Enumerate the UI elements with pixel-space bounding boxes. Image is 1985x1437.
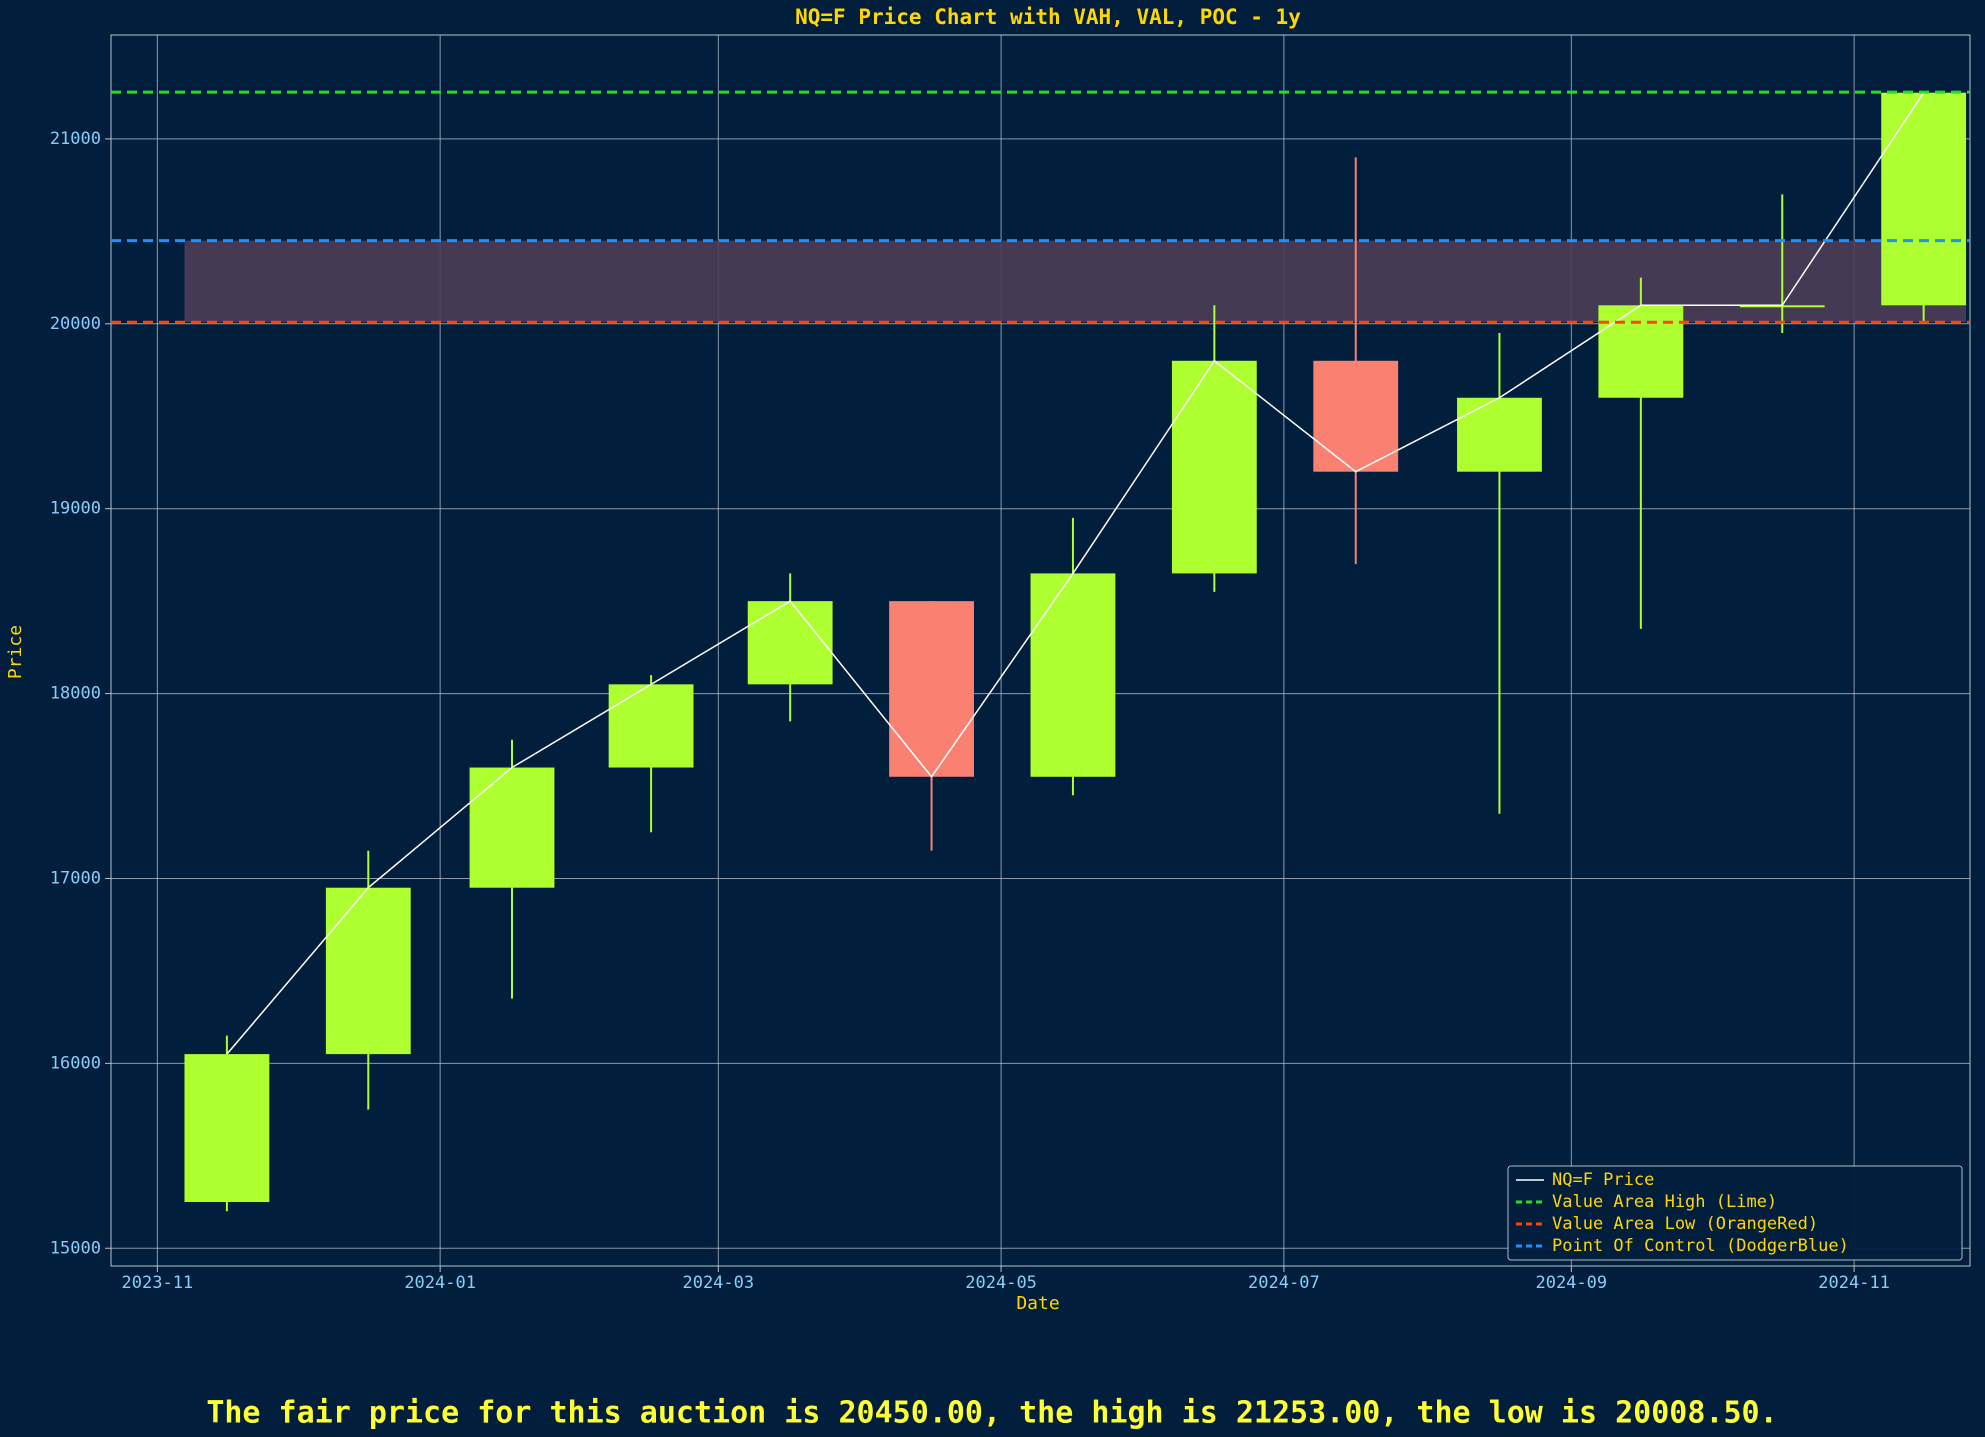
y-tick-label: 18000 [50, 684, 101, 704]
x-axis-label: Date [1016, 1293, 1059, 1314]
x-tick-label: 2024-05 [965, 1273, 1037, 1293]
plot-frame [110, 34, 1971, 1267]
candle-body [325, 887, 411, 1055]
legend-label: NQ=F Price [1552, 1170, 1654, 1190]
candle-body [1739, 305, 1825, 308]
candle-body [1313, 360, 1399, 472]
legend-box [1507, 1165, 1963, 1261]
price-line [226, 92, 1925, 1055]
chart-title: NQ=F Price Chart with VAH, VAL, POC - 1y [795, 5, 1301, 29]
y-tick-label: 20000 [50, 314, 101, 334]
x-tick-label: 2024-03 [682, 1273, 754, 1293]
x-tick-label: 2024-11 [1818, 1273, 1890, 1293]
candle-body [1171, 360, 1257, 574]
candle-body [469, 767, 555, 888]
x-tick-label: 2024-07 [1248, 1273, 1320, 1293]
candle-body [184, 1054, 270, 1203]
y-tick-label: 19000 [50, 499, 101, 519]
candle-body [1030, 573, 1116, 777]
x-tick-label: 2024-09 [1535, 1273, 1607, 1293]
y-tick-label: 21000 [50, 129, 101, 149]
y-tick-label: 16000 [50, 1053, 101, 1073]
candle-body [608, 684, 694, 768]
legend-label: Value Area Low (OrangeRed) [1552, 1214, 1818, 1234]
y-tick-label: 17000 [50, 868, 101, 888]
legend-label: Point Of Control (DodgerBlue) [1552, 1236, 1849, 1256]
legend-label: Value Area High (Lime) [1552, 1192, 1777, 1212]
candle-body [1881, 92, 1967, 306]
candle-body [1457, 397, 1542, 472]
y-tick-label: 15000 [50, 1238, 101, 1258]
footer-text: The fair price for this auction is 20450… [206, 1396, 1777, 1431]
y-axis-label: Price [5, 625, 26, 679]
candle-body [747, 601, 833, 685]
x-tick-label: 2023-11 [122, 1273, 194, 1293]
candle-body [889, 601, 974, 777]
candle-body [1598, 305, 1684, 398]
value-area-band [184, 240, 1967, 323]
x-tick-label: 2024-01 [404, 1273, 476, 1293]
